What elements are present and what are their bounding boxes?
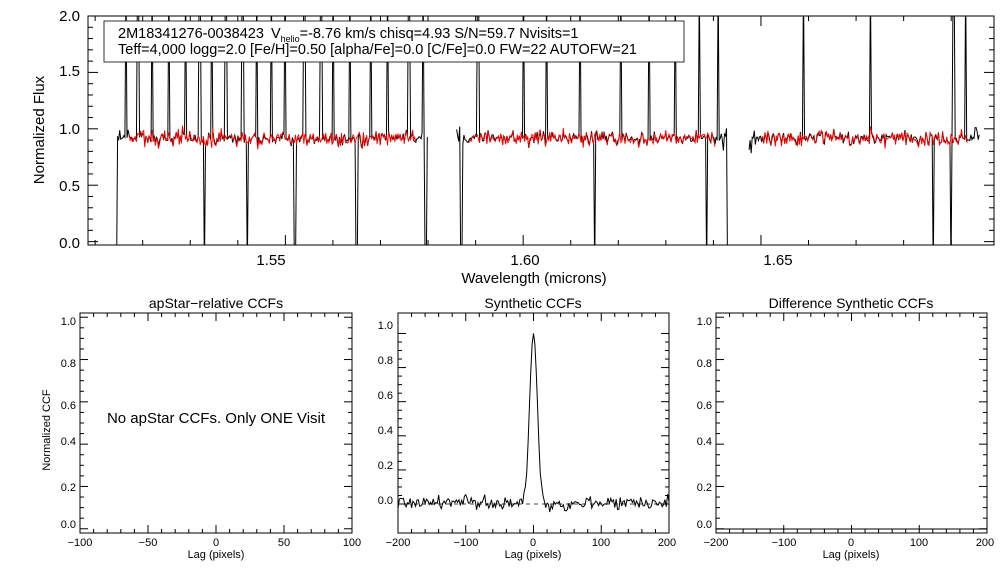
difference-ccf-xlabel: Lag (pixels): [823, 549, 880, 561]
apstar-ytick-label: 0.2: [61, 482, 76, 494]
spectrum-ytick-label: 1.5: [59, 63, 80, 80]
spectrum-ytick-label: 2.0: [59, 8, 80, 25]
apstar-xtick-label: 100: [343, 537, 361, 549]
spectrum-xtick-label: 1.65: [763, 252, 792, 269]
spectrum-frame: [87, 15, 995, 246]
difference-ccf-panel: Difference Synthetic CCFs 0.0 0.2 0.4 0.…: [697, 295, 994, 561]
difference-xtick-label: 100: [910, 537, 928, 549]
apstar-ytick-label: 1.0: [61, 316, 76, 328]
difference-xtick-label: −100: [772, 537, 797, 549]
synthetic-xtick-label: 0: [530, 537, 536, 549]
spectrum-ytick-label: 1.0: [59, 121, 80, 138]
synthetic-ytick-label: 0.8: [378, 355, 393, 367]
apstar-xtick-label: 0: [213, 537, 219, 549]
apstar-xtick-label: −100: [68, 537, 93, 549]
synthetic-ccf-frame: [397, 312, 670, 534]
difference-ytick-label: 0.0: [697, 519, 712, 531]
spectrum-model-line: [128, 125, 417, 150]
synthetic-ccf-xlabel: Lag (pixels): [505, 549, 562, 561]
header-info-box: 2M18341276-0038423 Vhelio=-8.76 km/s chis…: [103, 20, 685, 63]
synthetic-ytick-label: 0.4: [378, 425, 393, 437]
synthetic-xtick-label: 200: [658, 537, 676, 549]
apstar-ytick-label: 0.6: [61, 400, 76, 412]
spectrum-panel: 0.0 0.5 1.0 1.5 2.0 1.55 1.60 1.65 Wavel…: [31, 8, 995, 287]
apstar-xtick-label: −50: [139, 537, 158, 549]
difference-ccf-title: Difference Synthetic CCFs: [769, 295, 934, 311]
apstar-ytick-label: 0.8: [61, 358, 76, 370]
synthetic-ccf-title: Synthetic CCFs: [484, 295, 581, 311]
spectrum-model-line: [761, 126, 968, 149]
apstar-ccf-ylabel: Normalized CCF: [41, 389, 53, 471]
apstar-ccf-x-ticklabels: −100 −50 0 50 100: [68, 537, 362, 549]
apstar-ccf-xlabel: Lag (pixels): [188, 549, 245, 561]
spectrum-xtick-label: 1.60: [510, 252, 539, 269]
difference-ytick-label: 0.6: [697, 400, 712, 412]
difference-xtick-label: −200: [704, 537, 729, 549]
header-box-frame: [103, 20, 685, 63]
apstar-ccf-title: apStar−relative CCFs: [149, 295, 283, 311]
synthetic-xtick-label: −100: [454, 537, 479, 549]
difference-ccf-frame: [715, 312, 988, 534]
difference-ytick-label: 1.0: [697, 316, 712, 328]
synthetic-ytick-label: 1.0: [378, 320, 393, 332]
header-line-1: 2M18341276-0038423 Vhelio=-8.76 km/s chis…: [118, 26, 579, 44]
difference-xtick-label: 0: [848, 537, 854, 549]
synthetic-xtick-label: −200: [386, 537, 411, 549]
difference-ytick-label: 0.4: [697, 436, 712, 448]
synthetic-ccf-curve: [397, 333, 670, 513]
apstar-ytick-label: 0.0: [61, 519, 76, 531]
synthetic-ccf-ticks: [397, 313, 670, 533]
synthetic-ytick-label: 0.6: [378, 390, 393, 402]
header-line-2: Teff=4,000 logg=2.0 [Fe/H]=0.50 [alpha/F…: [118, 42, 637, 58]
apstar-ytick-label: 0.4: [61, 436, 76, 448]
synthetic-ccf-panel: Synthetic CCFs 0.0 0.2 0.4 0.6 0.8 1.0 −…: [378, 295, 676, 561]
difference-ccf-ticks: [715, 313, 988, 533]
spectrum-model-line: [468, 127, 716, 148]
header-line1-values: =-8.76 km/s chisq=4.93 S/N=59.7 Nvisits=…: [300, 26, 579, 42]
synthetic-ccf-x-ticklabels: −200 −100 0 100 200: [386, 537, 677, 549]
spectrum-y-ticklabels: 0.0 0.5 1.0 1.5 2.0: [59, 8, 80, 252]
difference-ccf-x-ticklabels: −200 −100 0 100 200: [704, 537, 995, 549]
difference-ytick-label: 0.2: [697, 482, 712, 494]
header-v-subscript: helio: [281, 34, 300, 44]
difference-ccf-y-ticklabels: 0.0 0.2 0.4 0.6 0.8 1.0: [697, 316, 712, 531]
apstar-ccf-y-ticklabels: 0.0 0.2 0.4 0.6 0.8 1.0: [61, 316, 76, 531]
synthetic-ccf-y-ticklabels: 0.0 0.2 0.4 0.6 0.8 1.0: [378, 320, 393, 507]
synthetic-xtick-label: 100: [592, 537, 610, 549]
spectrum-ylabel: Normalized Flux: [31, 75, 48, 184]
header-v-symbol: V: [271, 26, 281, 42]
synthetic-ytick-label: 0.0: [378, 495, 393, 507]
difference-ytick-label: 0.8: [697, 358, 712, 370]
apstar-ccf-annotation: No apStar CCFs. Only ONE Visit: [107, 410, 326, 427]
synthetic-ytick-label: 0.2: [378, 460, 393, 472]
spectrum-xtick-label: 1.55: [256, 252, 285, 269]
spectrum-x-ticklabels: 1.55 1.60 1.65: [256, 252, 792, 269]
spectrum-ytick-label: 0.0: [59, 235, 80, 252]
header-star-id: 2M18341276-0038423: [118, 26, 264, 42]
apstar-xtick-label: 50: [278, 537, 290, 549]
spectrum-ytick-label: 0.5: [59, 178, 80, 195]
apstar-ccf-panel: apStar−relative CCFs No apStar CCFs. Onl…: [41, 295, 361, 561]
spectrum-xlabel: Wavelength (microns): [461, 270, 606, 287]
apstar-ccf-ticks: [79, 313, 353, 533]
difference-xtick-label: 200: [976, 537, 994, 549]
